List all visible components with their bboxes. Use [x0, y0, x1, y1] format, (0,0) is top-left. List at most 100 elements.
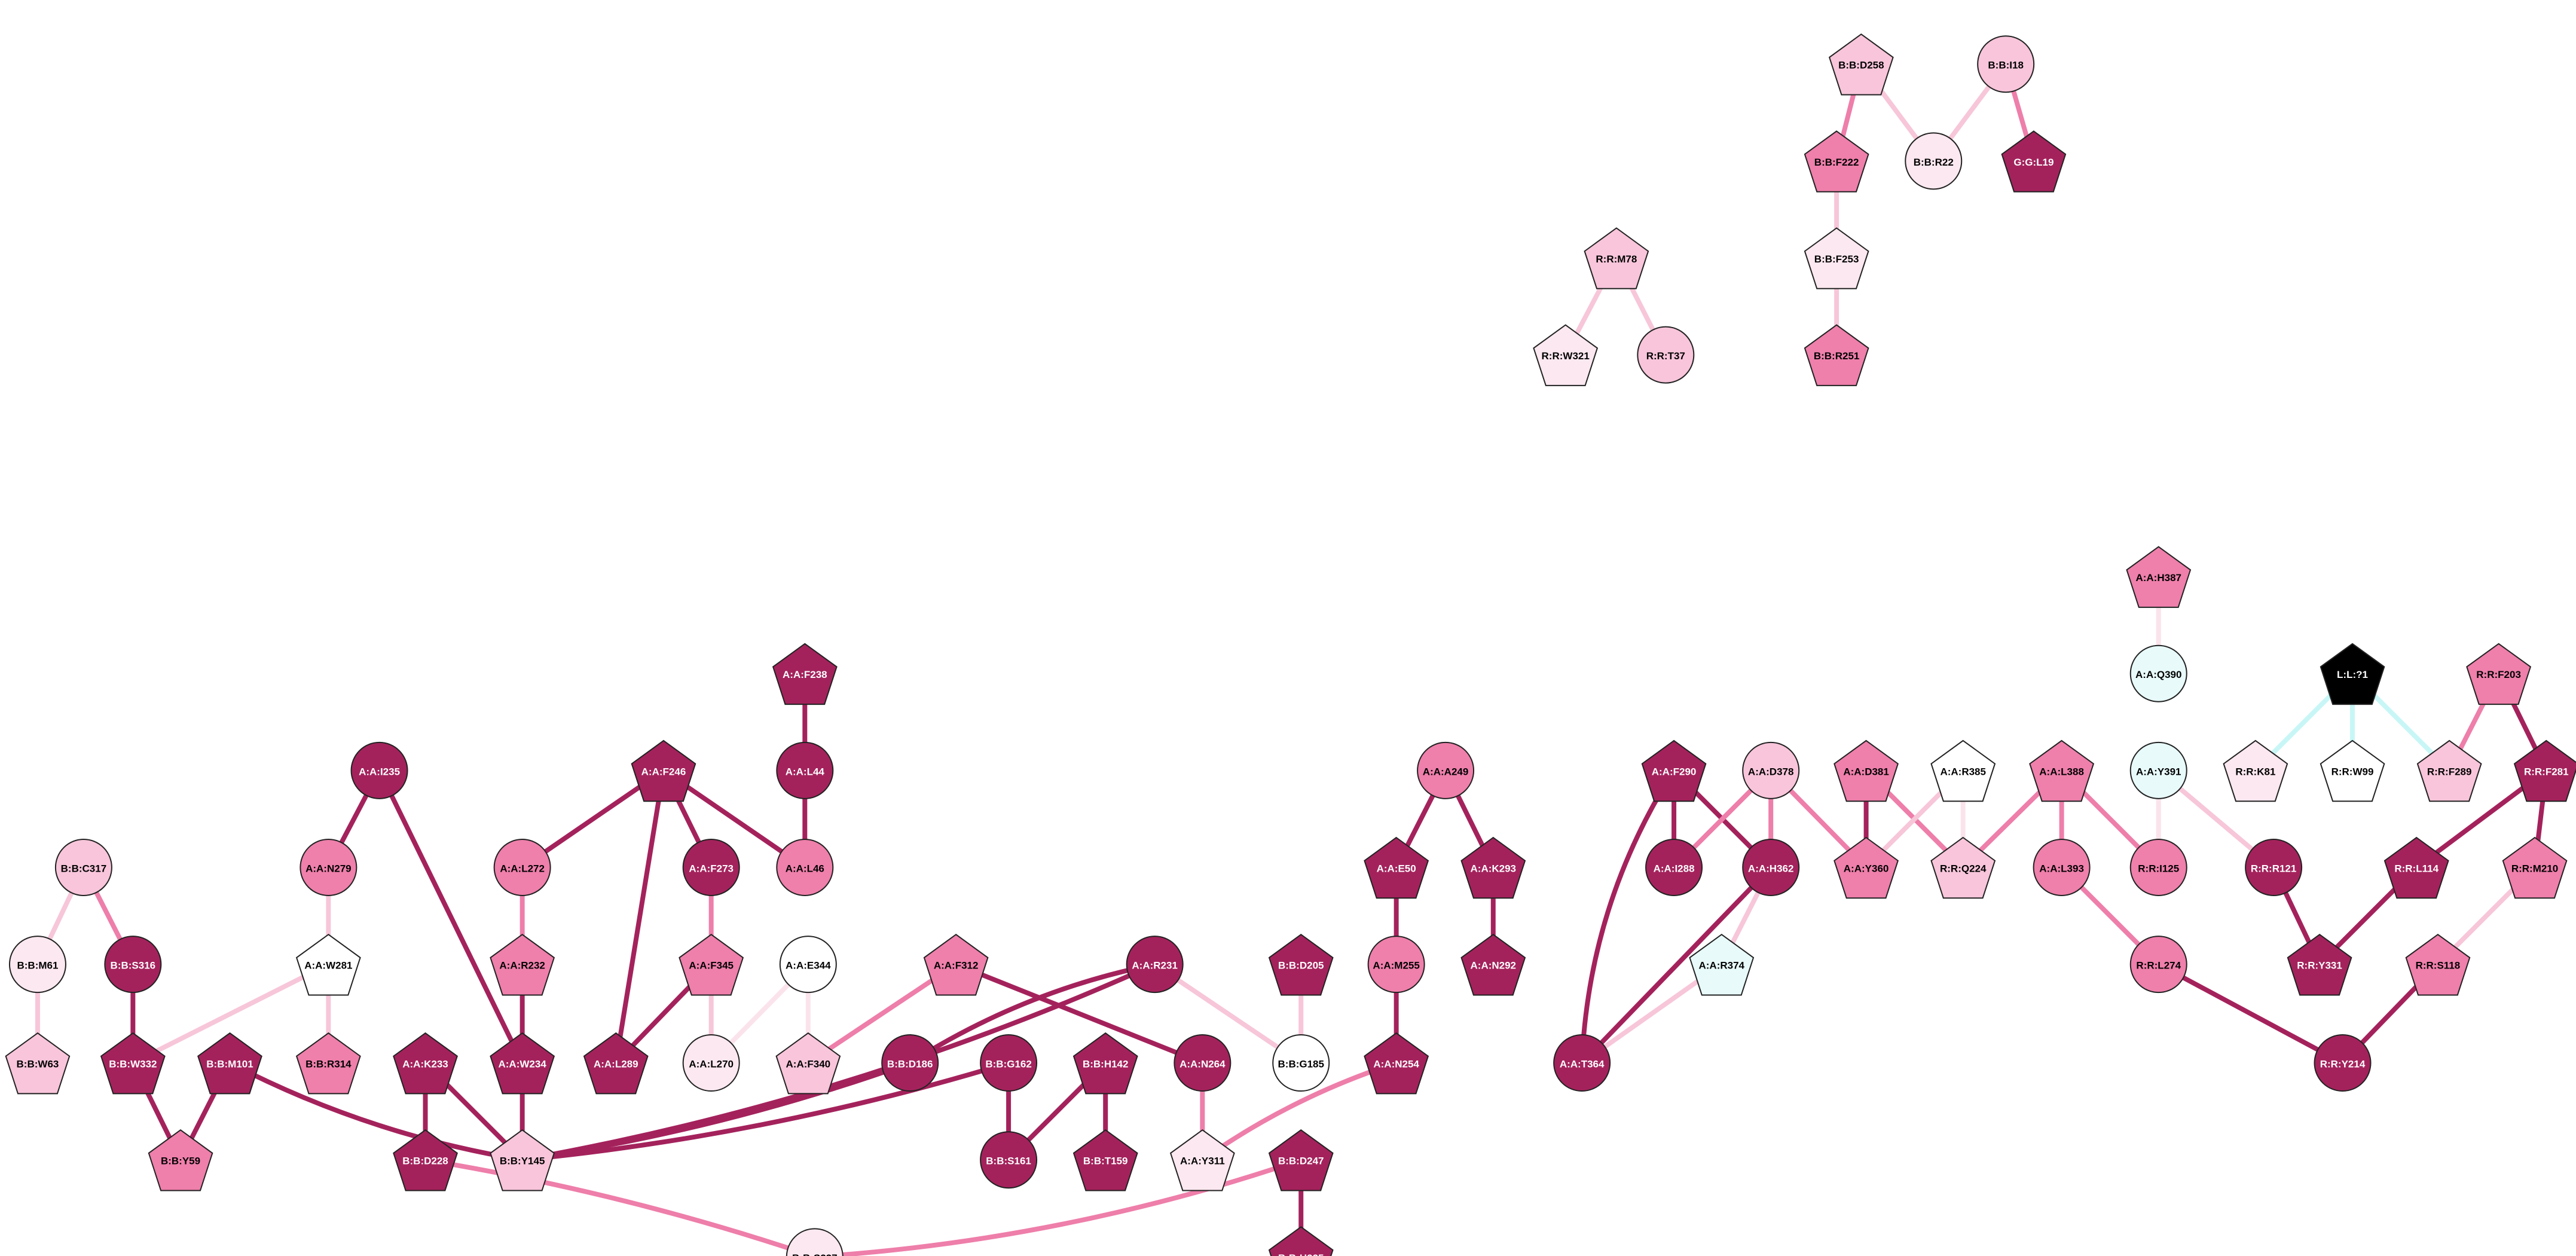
node-label: B:B:R251 — [1814, 350, 1860, 362]
node-label: B:B:D205 — [1278, 960, 1324, 971]
node-label: A:A:Q390 — [2135, 669, 2181, 680]
node-label: A:A:H362 — [1748, 863, 1794, 875]
node: B:B:F222 — [1804, 130, 1869, 192]
node: A:A:F345 — [679, 933, 744, 996]
edge — [377, 769, 525, 1064]
node-circle — [980, 1034, 1038, 1092]
node-label: B:B:S316 — [111, 960, 156, 971]
node: B:B:W332 — [100, 1032, 166, 1095]
node-pentagon — [583, 1032, 649, 1095]
node-label: A:A:N254 — [1373, 1059, 1419, 1070]
edge — [228, 1061, 523, 1163]
node: A:A:I288 — [1645, 839, 1703, 897]
node-pentagon — [1268, 1129, 1334, 1191]
node-label: A:A:D378 — [1748, 766, 1794, 777]
node: A:A:F290 — [1641, 739, 1707, 802]
node: B:B:C317 — [54, 839, 112, 897]
node: A:A:Q390 — [2129, 644, 2187, 702]
node-label: A:A:L272 — [500, 863, 545, 875]
node-label: B:B:G185 — [1278, 1059, 1324, 1070]
node: B:B:R22 — [1905, 132, 1963, 190]
node-label: R:R:T37 — [1646, 350, 1685, 362]
node-label: A:A:D381 — [1843, 766, 1889, 777]
node-label: A:A:L388 — [2039, 766, 2084, 777]
node-circle — [776, 741, 834, 799]
node: L:L:?1 — [2320, 643, 2385, 705]
node-label: R:R:F281 — [2524, 766, 2569, 777]
node-label: A:A:R374 — [1698, 960, 1744, 971]
node-label: R:R:S118 — [2416, 960, 2461, 971]
node-pentagon — [490, 933, 555, 996]
node-pentagon — [2320, 643, 2385, 705]
node-label: B:B:F253 — [1814, 253, 1859, 265]
node-label: A:A:Y360 — [1844, 863, 1889, 875]
node-pentagon — [775, 1032, 841, 1095]
node: B:B:D186 — [881, 1034, 939, 1092]
node: B:B:S161 — [980, 1131, 1038, 1189]
node: B:B:I18 — [1977, 35, 2035, 93]
node-label: L:L:?1 — [2337, 669, 2368, 680]
node-label: B:B:I18 — [1988, 60, 2024, 71]
node: A:A:R231 — [1126, 936, 1184, 994]
node-label: R:R:F289 — [2427, 766, 2472, 777]
node-circle — [2314, 1034, 2372, 1092]
node-pentagon — [1072, 1129, 1138, 1191]
node-label: G:G:L19 — [2013, 157, 2054, 168]
node: R:R:Q224 — [1930, 836, 1996, 899]
node-pentagon — [2320, 739, 2385, 802]
node-pentagon — [1834, 739, 1899, 802]
node-circle — [1637, 326, 1695, 384]
node-pentagon — [490, 1032, 555, 1095]
node-label: R:R:Y214 — [2320, 1059, 2366, 1070]
edge — [909, 962, 1156, 1065]
node-label: R:R:L274 — [2136, 960, 2181, 971]
node-label: R:R:W99 — [2331, 766, 2374, 777]
node-circle — [1174, 1034, 1232, 1092]
edge — [613, 770, 666, 1064]
node-label: B:B:Y59 — [161, 1156, 200, 1167]
node: A:A:R374 — [1689, 933, 1755, 996]
node-circle — [1272, 1034, 1330, 1092]
node-label: A:A:L270 — [689, 1059, 734, 1070]
node: A:A:F340 — [775, 1032, 841, 1095]
node-circle — [682, 839, 740, 897]
node: B:B:Y145 — [490, 1129, 555, 1191]
node-pentagon — [1641, 739, 1707, 802]
node: A:A:Y360 — [1834, 836, 1899, 899]
node: B:B:D228 — [393, 1129, 458, 1191]
node-pentagon — [2029, 739, 2095, 802]
node-label: B:B:Y145 — [500, 1156, 545, 1167]
node-pentagon — [2384, 836, 2449, 899]
node-label: B:B:H225 — [1278, 1252, 1324, 1256]
node-circle — [1905, 132, 1963, 190]
node-label: A:A:I288 — [1654, 863, 1695, 875]
node-label: R:R:I125 — [2138, 863, 2179, 875]
node: B:B:H225 — [1268, 1226, 1334, 1256]
node: A:A:R385 — [1930, 739, 1996, 802]
node-pentagon — [1364, 836, 1429, 899]
node-label: A:A:R232 — [499, 960, 545, 971]
node-circle — [779, 936, 837, 994]
node-circle — [1742, 741, 1800, 799]
node-pentagon — [631, 739, 696, 802]
node: A:A:L289 — [583, 1032, 649, 1095]
node: A:A:F312 — [923, 933, 989, 996]
node-pentagon — [197, 1032, 262, 1095]
node-pentagon — [295, 933, 361, 996]
node: G:G:L19 — [2001, 130, 2067, 192]
node-pentagon — [2405, 933, 2471, 996]
node-pentagon — [1930, 739, 1996, 802]
node-label: A:A:L393 — [2039, 863, 2084, 875]
node-pentagon — [679, 933, 744, 996]
node-label: B:B:M61 — [17, 960, 58, 971]
node-pentagon — [1828, 33, 1894, 96]
node-pentagon — [1460, 933, 1526, 996]
node-circle — [682, 1034, 740, 1092]
node-circle — [1553, 1034, 1611, 1092]
node: A:A:E50 — [1364, 836, 1429, 899]
node-label: A:A:M255 — [1373, 960, 1419, 971]
node-pentagon — [923, 933, 989, 996]
edge — [1201, 1061, 1397, 1162]
node-pentagon — [2126, 546, 2192, 608]
